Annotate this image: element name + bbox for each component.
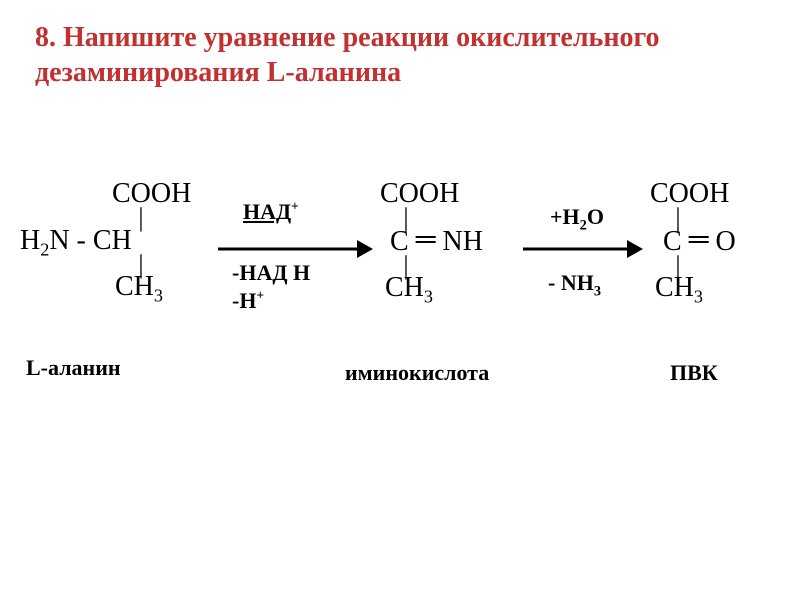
atom-ch: CH xyxy=(115,271,154,302)
bond-vertical: | xyxy=(138,210,144,226)
annot-h-plus: -Н+ xyxy=(232,290,264,312)
annot-h2o: +H2O xyxy=(550,206,604,228)
atom-ch: CH xyxy=(655,272,694,303)
reaction-arrow-2 xyxy=(523,247,643,250)
atom-cooh: COOH xyxy=(380,180,510,208)
atom-ch3: CH3 xyxy=(115,273,220,301)
atom-cooh: COOH xyxy=(650,180,775,208)
label-pvk: ПВК xyxy=(670,360,718,386)
annot-h2o-prefix: +H xyxy=(550,204,580,229)
annot-nh3-prefix: - NH xyxy=(548,270,594,295)
arrow-head-icon xyxy=(627,240,643,258)
annot-h-sup: + xyxy=(256,288,264,303)
annot-nad-plus: НАД+ xyxy=(243,201,299,223)
arrow-line xyxy=(218,247,359,250)
bond-vertical: | xyxy=(675,258,681,274)
annot-h2o-rest: O xyxy=(587,204,604,229)
bond-vertical: | xyxy=(138,257,144,273)
sub-3: 3 xyxy=(694,287,703,307)
reaction-arrow-1 xyxy=(218,247,373,250)
annot-h2o-sub: 2 xyxy=(580,217,587,233)
bond-vertical: | xyxy=(403,210,409,226)
label-l-alanine: L-аланин xyxy=(26,355,121,381)
annot-nh3: - NH3 xyxy=(548,272,601,294)
atom-nh: NH xyxy=(436,226,483,257)
molecule-l-alanine: COOH | H2N - CH | CH3 xyxy=(20,180,220,301)
annot-plus: + xyxy=(291,199,299,214)
double-bond-icon: ═ xyxy=(689,225,709,253)
atom-o: O xyxy=(709,226,736,257)
atom-cooh: COOH xyxy=(112,180,220,208)
molecule-imino-acid: COOH | C ═ NH | CH3 xyxy=(370,180,510,302)
bond-vertical: | xyxy=(675,210,681,226)
atom-n-ch: N - CH xyxy=(49,225,131,256)
annot-nad-text: НАД xyxy=(243,199,291,224)
arrow-line xyxy=(523,247,629,250)
atom-h: H xyxy=(20,225,40,256)
annot-nh3-sub: 3 xyxy=(594,283,601,299)
annot-h-prefix: -Н xyxy=(232,288,256,313)
atom-ch3: CH3 xyxy=(655,274,775,302)
molecule-pvk: COOH | C ═ O | CH3 xyxy=(645,180,775,302)
annot-nadh: -НАД Н xyxy=(232,262,310,284)
sub-3: 3 xyxy=(424,287,433,307)
label-imino-acid: иминокислота xyxy=(345,360,489,386)
page-title: 8. Напишите уравнение реакции окислитель… xyxy=(35,20,765,90)
atom-ch3: CH3 xyxy=(385,274,510,302)
atom-mid: H2N - CH xyxy=(20,227,220,255)
atom-ch: CH xyxy=(385,272,424,303)
sub-3: 3 xyxy=(154,286,163,306)
sub-2: 2 xyxy=(40,239,49,259)
bond-vertical: | xyxy=(403,258,409,274)
double-bond-icon: ═ xyxy=(416,225,436,253)
